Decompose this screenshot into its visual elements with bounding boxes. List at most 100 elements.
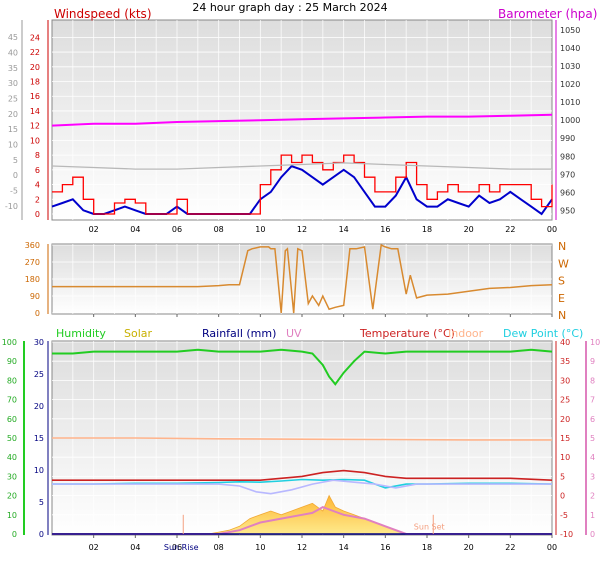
direction-tick-label: 180 bbox=[25, 275, 40, 284]
outer-tick-label: -10 bbox=[5, 202, 18, 211]
outer-tick-label: 10 bbox=[8, 141, 18, 150]
x-tick-label: 08 bbox=[214, 543, 224, 552]
barometer-tick-label: 980 bbox=[560, 152, 575, 161]
x-tick-label: 00 bbox=[547, 543, 557, 552]
x-tick-label: 22 bbox=[505, 543, 515, 552]
outer-tick-label: 30 bbox=[8, 79, 18, 88]
temperature-tick-label: 25 bbox=[560, 396, 570, 405]
humidity-tick-label: 90 bbox=[7, 357, 17, 366]
windspeed-tick-label: 8 bbox=[35, 151, 40, 160]
legend-item: Humidity bbox=[56, 327, 106, 340]
legend-item: Indoor bbox=[448, 327, 484, 340]
barometer-tick-label: 1030 bbox=[560, 62, 580, 71]
rainfall-tick-label: 25 bbox=[34, 370, 44, 379]
x-tick-label: 08 bbox=[214, 225, 224, 234]
barometer-tick-label: 1020 bbox=[560, 80, 580, 89]
x-tick-label: 18 bbox=[422, 543, 432, 552]
rainfall-tick-label: 20 bbox=[34, 402, 44, 411]
rainfall-tick-label: 10 bbox=[34, 466, 44, 475]
barometer-tick-label: 1010 bbox=[560, 98, 580, 107]
humidity-tick-label: 10 bbox=[7, 511, 17, 520]
temperature-tick-label: 20 bbox=[560, 415, 570, 424]
x-tick-label: 14 bbox=[339, 225, 349, 234]
windspeed-tick-label: 10 bbox=[30, 136, 40, 145]
temperature-tick-label: 30 bbox=[560, 376, 570, 385]
barometer-tick-label: 950 bbox=[560, 206, 575, 215]
x-tick-label: 20 bbox=[464, 225, 474, 234]
x-tick-label: 18 bbox=[422, 225, 432, 234]
direction-tick-label: 270 bbox=[25, 258, 40, 267]
uv-tick-label: 5 bbox=[590, 434, 595, 443]
barometer-tick-label: 960 bbox=[560, 188, 575, 197]
humidity-tick-label: 0 bbox=[12, 530, 17, 539]
windspeed-tick-label: 12 bbox=[30, 122, 40, 131]
x-tick-label: 22 bbox=[505, 225, 515, 234]
x-tick-label: 20 bbox=[464, 543, 474, 552]
barometer-tick-label: 990 bbox=[560, 134, 575, 143]
series-wind_gust bbox=[52, 154, 553, 215]
x-tick-label: 12 bbox=[297, 225, 307, 234]
windspeed-tick-label: 0 bbox=[35, 210, 40, 219]
series-uv bbox=[52, 506, 552, 535]
outer-tick-label: -5 bbox=[10, 187, 18, 196]
outer-tick-label: 15 bbox=[8, 125, 18, 134]
uv-tick-label: 1 bbox=[590, 511, 595, 520]
temperature-tick-label: 15 bbox=[560, 434, 570, 443]
x-tick-label: 10 bbox=[255, 225, 265, 234]
windspeed-tick-label: 24 bbox=[30, 33, 40, 42]
uv-tick-label: 7 bbox=[590, 396, 595, 405]
humidity-tick-label: 100 bbox=[2, 338, 17, 347]
direction-tick-label: 90 bbox=[30, 292, 40, 301]
humidity-tick-label: 50 bbox=[7, 434, 17, 443]
temperature-tick-label: 0 bbox=[560, 492, 565, 501]
uv-tick-label: 10 bbox=[590, 338, 600, 347]
uv-tick-label: 9 bbox=[590, 357, 595, 366]
x-tick-label: 12 bbox=[297, 543, 307, 552]
legend-item: Solar bbox=[124, 327, 153, 340]
legend-item: Rainfall (mm) bbox=[202, 327, 276, 340]
windspeed-tick-label: 20 bbox=[30, 63, 40, 72]
x-tick-label: 04 bbox=[130, 225, 140, 234]
windspeed-tick-label: 18 bbox=[30, 78, 40, 87]
humidity-tick-label: 80 bbox=[7, 376, 17, 385]
uv-tick-label: 6 bbox=[590, 415, 595, 424]
series-humidity bbox=[52, 348, 553, 386]
x-tick-label: 04 bbox=[130, 543, 140, 552]
series-indoor bbox=[52, 437, 552, 441]
windspeed-tick-label: 2 bbox=[35, 195, 40, 204]
legend-item: Temperature (°C) bbox=[359, 327, 455, 340]
rainfall-tick-label: 5 bbox=[39, 498, 44, 507]
series-direction bbox=[52, 243, 553, 314]
barometer-tick-label: 1040 bbox=[560, 44, 580, 53]
outer-tick-label: 20 bbox=[8, 110, 18, 119]
humidity-tick-label: 30 bbox=[7, 472, 17, 481]
temperature-humidity-panel: Humidity Solar Rainfall (mm) UV Temperature … bbox=[2, 327, 600, 552]
sunrise-label: Sun Rise bbox=[164, 543, 199, 552]
outer-tick-label: 40 bbox=[8, 49, 18, 58]
compass-label: S bbox=[558, 275, 565, 288]
outer-tick-label: 35 bbox=[8, 64, 18, 73]
rainfall-tick-label: 30 bbox=[34, 338, 44, 347]
windspeed-tick-label: 4 bbox=[35, 181, 40, 190]
outer-tick-label: 25 bbox=[8, 95, 18, 104]
legend-item: Dew Point (°C) bbox=[503, 327, 583, 340]
x-tick-label: 14 bbox=[339, 543, 349, 552]
compass-label: E bbox=[558, 292, 565, 305]
x-tick-label: 16 bbox=[380, 225, 390, 234]
direction-tick-label: 360 bbox=[25, 241, 40, 250]
compass-label: N bbox=[558, 309, 566, 322]
compass-label: N bbox=[558, 240, 566, 253]
chart-title: 24 hour graph day : 25 March 2024 bbox=[192, 1, 387, 14]
humidity-tick-label: 70 bbox=[7, 396, 17, 405]
windspeed-tick-label: 22 bbox=[30, 48, 40, 57]
uv-tick-label: 0 bbox=[590, 530, 595, 539]
x-tick-label: 16 bbox=[380, 543, 390, 552]
x-tick-label: 06 bbox=[172, 543, 182, 552]
temperature-tick-label: 5 bbox=[560, 472, 565, 481]
windspeed-axis-label: Windspeed (kts) bbox=[54, 7, 152, 21]
rainfall-tick-label: 15 bbox=[34, 434, 44, 443]
outer-tick-label: 5 bbox=[13, 156, 18, 165]
barometer-tick-label: 1000 bbox=[560, 116, 580, 125]
